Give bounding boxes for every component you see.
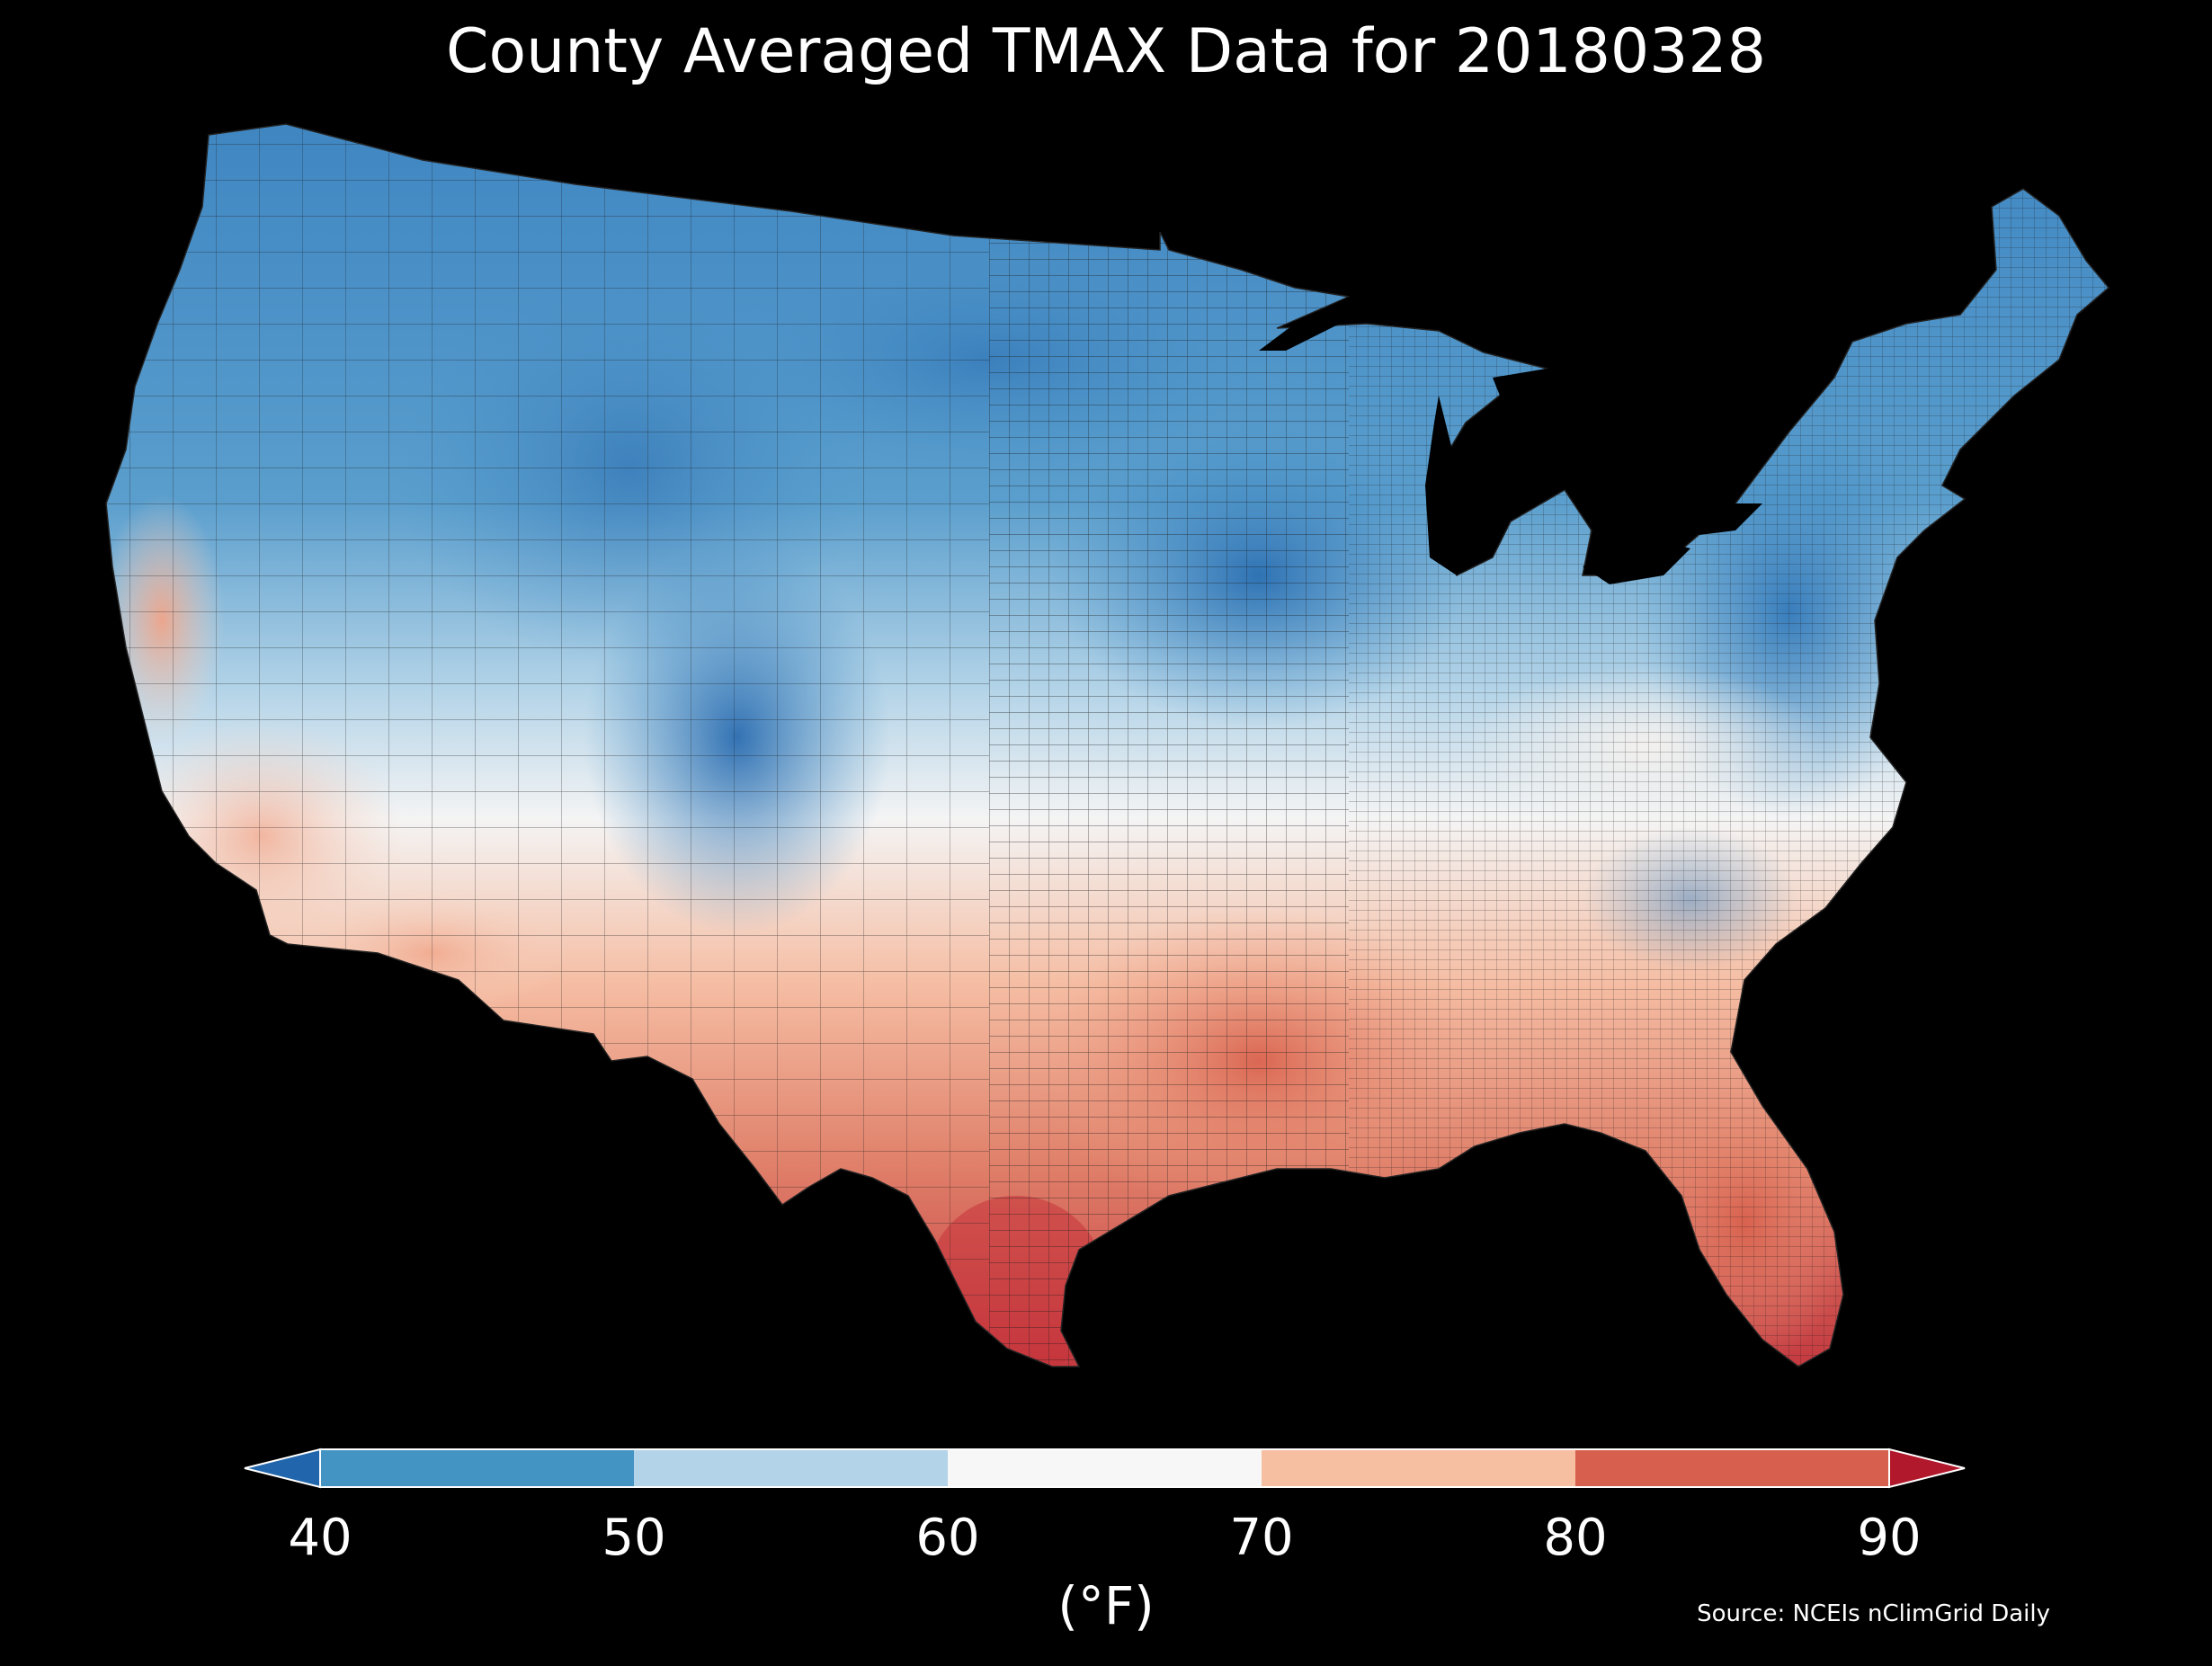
- colorbar-segment-50-60: [634, 1449, 948, 1487]
- colorbar-extend-high: [1888, 1448, 1966, 1489]
- colorbar-segment-70-80: [1262, 1449, 1575, 1487]
- source-attribution: Source: NCEIs nClimGrid Daily: [1697, 1600, 2050, 1627]
- colorbar-units-label: (°F): [1057, 1575, 1155, 1636]
- colorbar: [244, 1448, 1966, 1489]
- colorbar-tick-70: 70: [1229, 1509, 1294, 1567]
- colorbar-tick-80: 80: [1543, 1509, 1608, 1567]
- colorbar-extend-low: [244, 1448, 321, 1489]
- colorbar-segment-40-50: [320, 1449, 634, 1487]
- colorbar-segment-80-90: [1575, 1449, 1889, 1487]
- colorbar-tick-90: 90: [1857, 1509, 1922, 1567]
- colorbar-tick-40: 40: [288, 1509, 352, 1567]
- colorbar-segment-60-70: [948, 1449, 1262, 1487]
- map-title: County Averaged TMAX Data for 20180328: [446, 16, 1766, 87]
- great-lakes: [1259, 288, 1762, 584]
- colorbar-tick-50: 50: [602, 1509, 666, 1567]
- colorbar-tick-60: 60: [915, 1509, 980, 1567]
- us-counties-layer: [106, 124, 2109, 1367]
